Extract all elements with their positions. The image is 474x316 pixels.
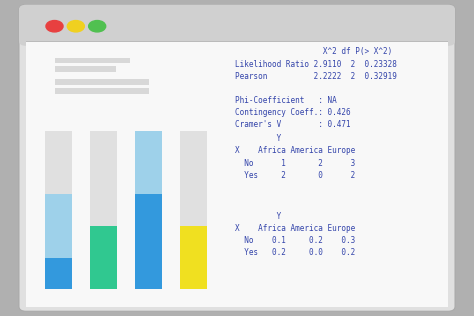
Bar	[135, 131, 162, 289]
Bar	[55, 66, 116, 72]
FancyBboxPatch shape	[19, 5, 455, 311]
Bar	[26, 41, 448, 307]
Text: Y
X    Africa America Europe
  No      1       2      3
  Yes     2       0     : Y X Africa America Europe No 1 2 3 Yes 2…	[235, 134, 355, 180]
Bar	[135, 131, 162, 194]
Bar	[45, 131, 72, 289]
Bar	[180, 131, 207, 289]
Bar	[55, 88, 149, 94]
Circle shape	[46, 21, 63, 32]
FancyBboxPatch shape	[19, 5, 455, 46]
Bar	[180, 226, 207, 289]
Bar	[45, 194, 72, 258]
Bar	[90, 131, 117, 289]
Bar	[90, 226, 117, 289]
Bar	[55, 79, 149, 85]
Bar	[55, 58, 130, 63]
Text: X^2 df P(> X^2)
Likelihood Ratio 2.9110  2  0.23328
Pearson          2.2222  2  : X^2 df P(> X^2) Likelihood Ratio 2.9110 …	[235, 47, 397, 129]
Circle shape	[89, 21, 106, 32]
Bar	[135, 194, 162, 289]
Circle shape	[67, 21, 84, 32]
Bar	[26, 41, 448, 42]
Bar	[45, 258, 72, 289]
Text: Y
X    Africa America Europe
  No    0.1     0.2    0.3
  Yes   0.2     0.0    0: Y X Africa America Europe No 0.1 0.2 0.3…	[235, 212, 355, 257]
